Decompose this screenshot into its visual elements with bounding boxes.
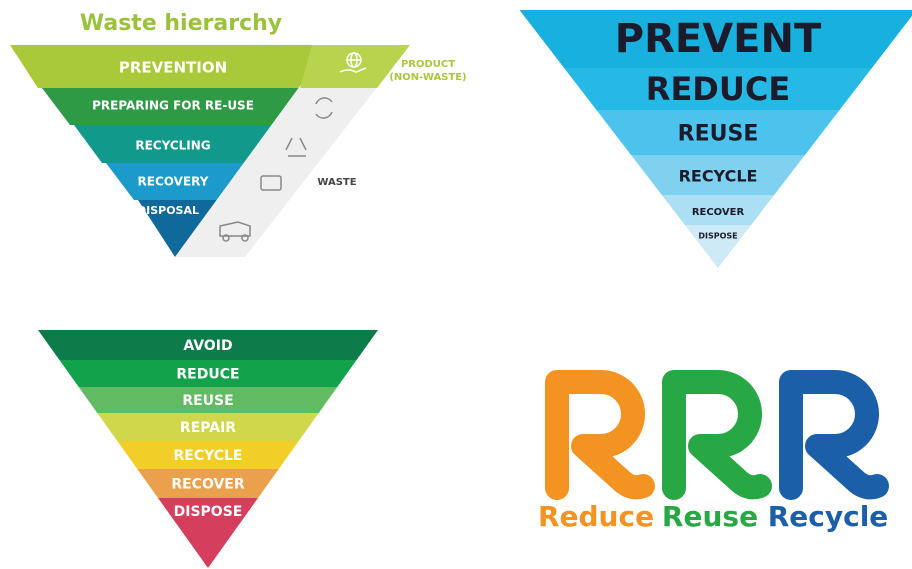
letter-r: [662, 370, 772, 500]
pyramid-label: REUSE: [678, 122, 759, 147]
pyramid-band: [78, 387, 338, 413]
pyramid-band: [661, 195, 775, 225]
hierarchy-label: PREVENTION: [119, 59, 227, 77]
reuse-icon: [315, 97, 333, 119]
hierarchy-label: DISPOSAL: [137, 204, 199, 217]
pyramid-label: REDUCE: [176, 367, 239, 383]
pyramid-label: REUSE: [182, 393, 233, 409]
letter-r: [545, 370, 655, 500]
hierarchy-label: PREPARING FOR RE-USE: [92, 99, 254, 113]
logo-word: Reduce: [538, 500, 654, 533]
pyramid-band: [117, 441, 299, 469]
pyramid-label: REPAIR: [180, 420, 236, 436]
pyramid-label: RECOVER: [692, 207, 745, 218]
hierarchy-band: [10, 45, 330, 88]
hierarchy-band: [74, 125, 272, 163]
pyramid-band: [596, 110, 840, 155]
pyramid-label: RECYCLE: [679, 167, 758, 186]
letter-smile: [581, 414, 619, 428]
rrr-logo: [545, 370, 889, 500]
hierarchy-band: [138, 200, 217, 257]
pyramid-band: [684, 225, 752, 268]
recovery-icon: [260, 175, 282, 191]
pyramid-band: [97, 413, 319, 441]
title: Waste hierarchy: [80, 11, 282, 36]
truck-icon: [219, 221, 251, 242]
pyramid-label: DISPOSE: [174, 504, 243, 520]
globe-icon: [339, 52, 367, 73]
recycle-icon: [285, 137, 307, 157]
pyramid-label: RECYCLE: [173, 448, 242, 464]
product-label: (NON-WASTE): [389, 72, 466, 83]
pyramid-label: DISPOSE: [698, 232, 737, 241]
hierarchy-label: RECYCLING: [135, 139, 210, 153]
pyramid-label: RECOVER: [171, 477, 245, 493]
waste-ribbon: [175, 45, 410, 257]
letter-smile: [698, 414, 736, 428]
hierarchy-band: [42, 88, 299, 125]
letter-eye: [824, 401, 834, 411]
pyramid-label: PREVENT: [615, 16, 822, 62]
pyramid-band: [38, 330, 378, 360]
product-label: PRODUCT: [401, 59, 455, 70]
waste-label: WASTE: [317, 177, 356, 188]
pyramid-band: [564, 68, 872, 110]
letter-eye: [707, 401, 717, 411]
pyramid-band: [137, 469, 279, 498]
pyramid-band: [631, 155, 805, 195]
letter-smile: [815, 414, 853, 428]
pyramid-band: [519, 10, 912, 68]
letter-eye: [590, 401, 600, 411]
letter-r: [779, 370, 889, 500]
hierarchy-label: RECOVERY: [138, 175, 209, 189]
pyramid-label: AVOID: [183, 338, 232, 354]
logo-word: Recycle: [768, 500, 889, 533]
pyramid-band: [158, 498, 258, 568]
pyramid-band: [59, 360, 357, 387]
hierarchy-band: [106, 163, 244, 200]
pyramid-label: REDUCE: [646, 70, 790, 108]
logo-word: Reuse: [662, 500, 758, 533]
